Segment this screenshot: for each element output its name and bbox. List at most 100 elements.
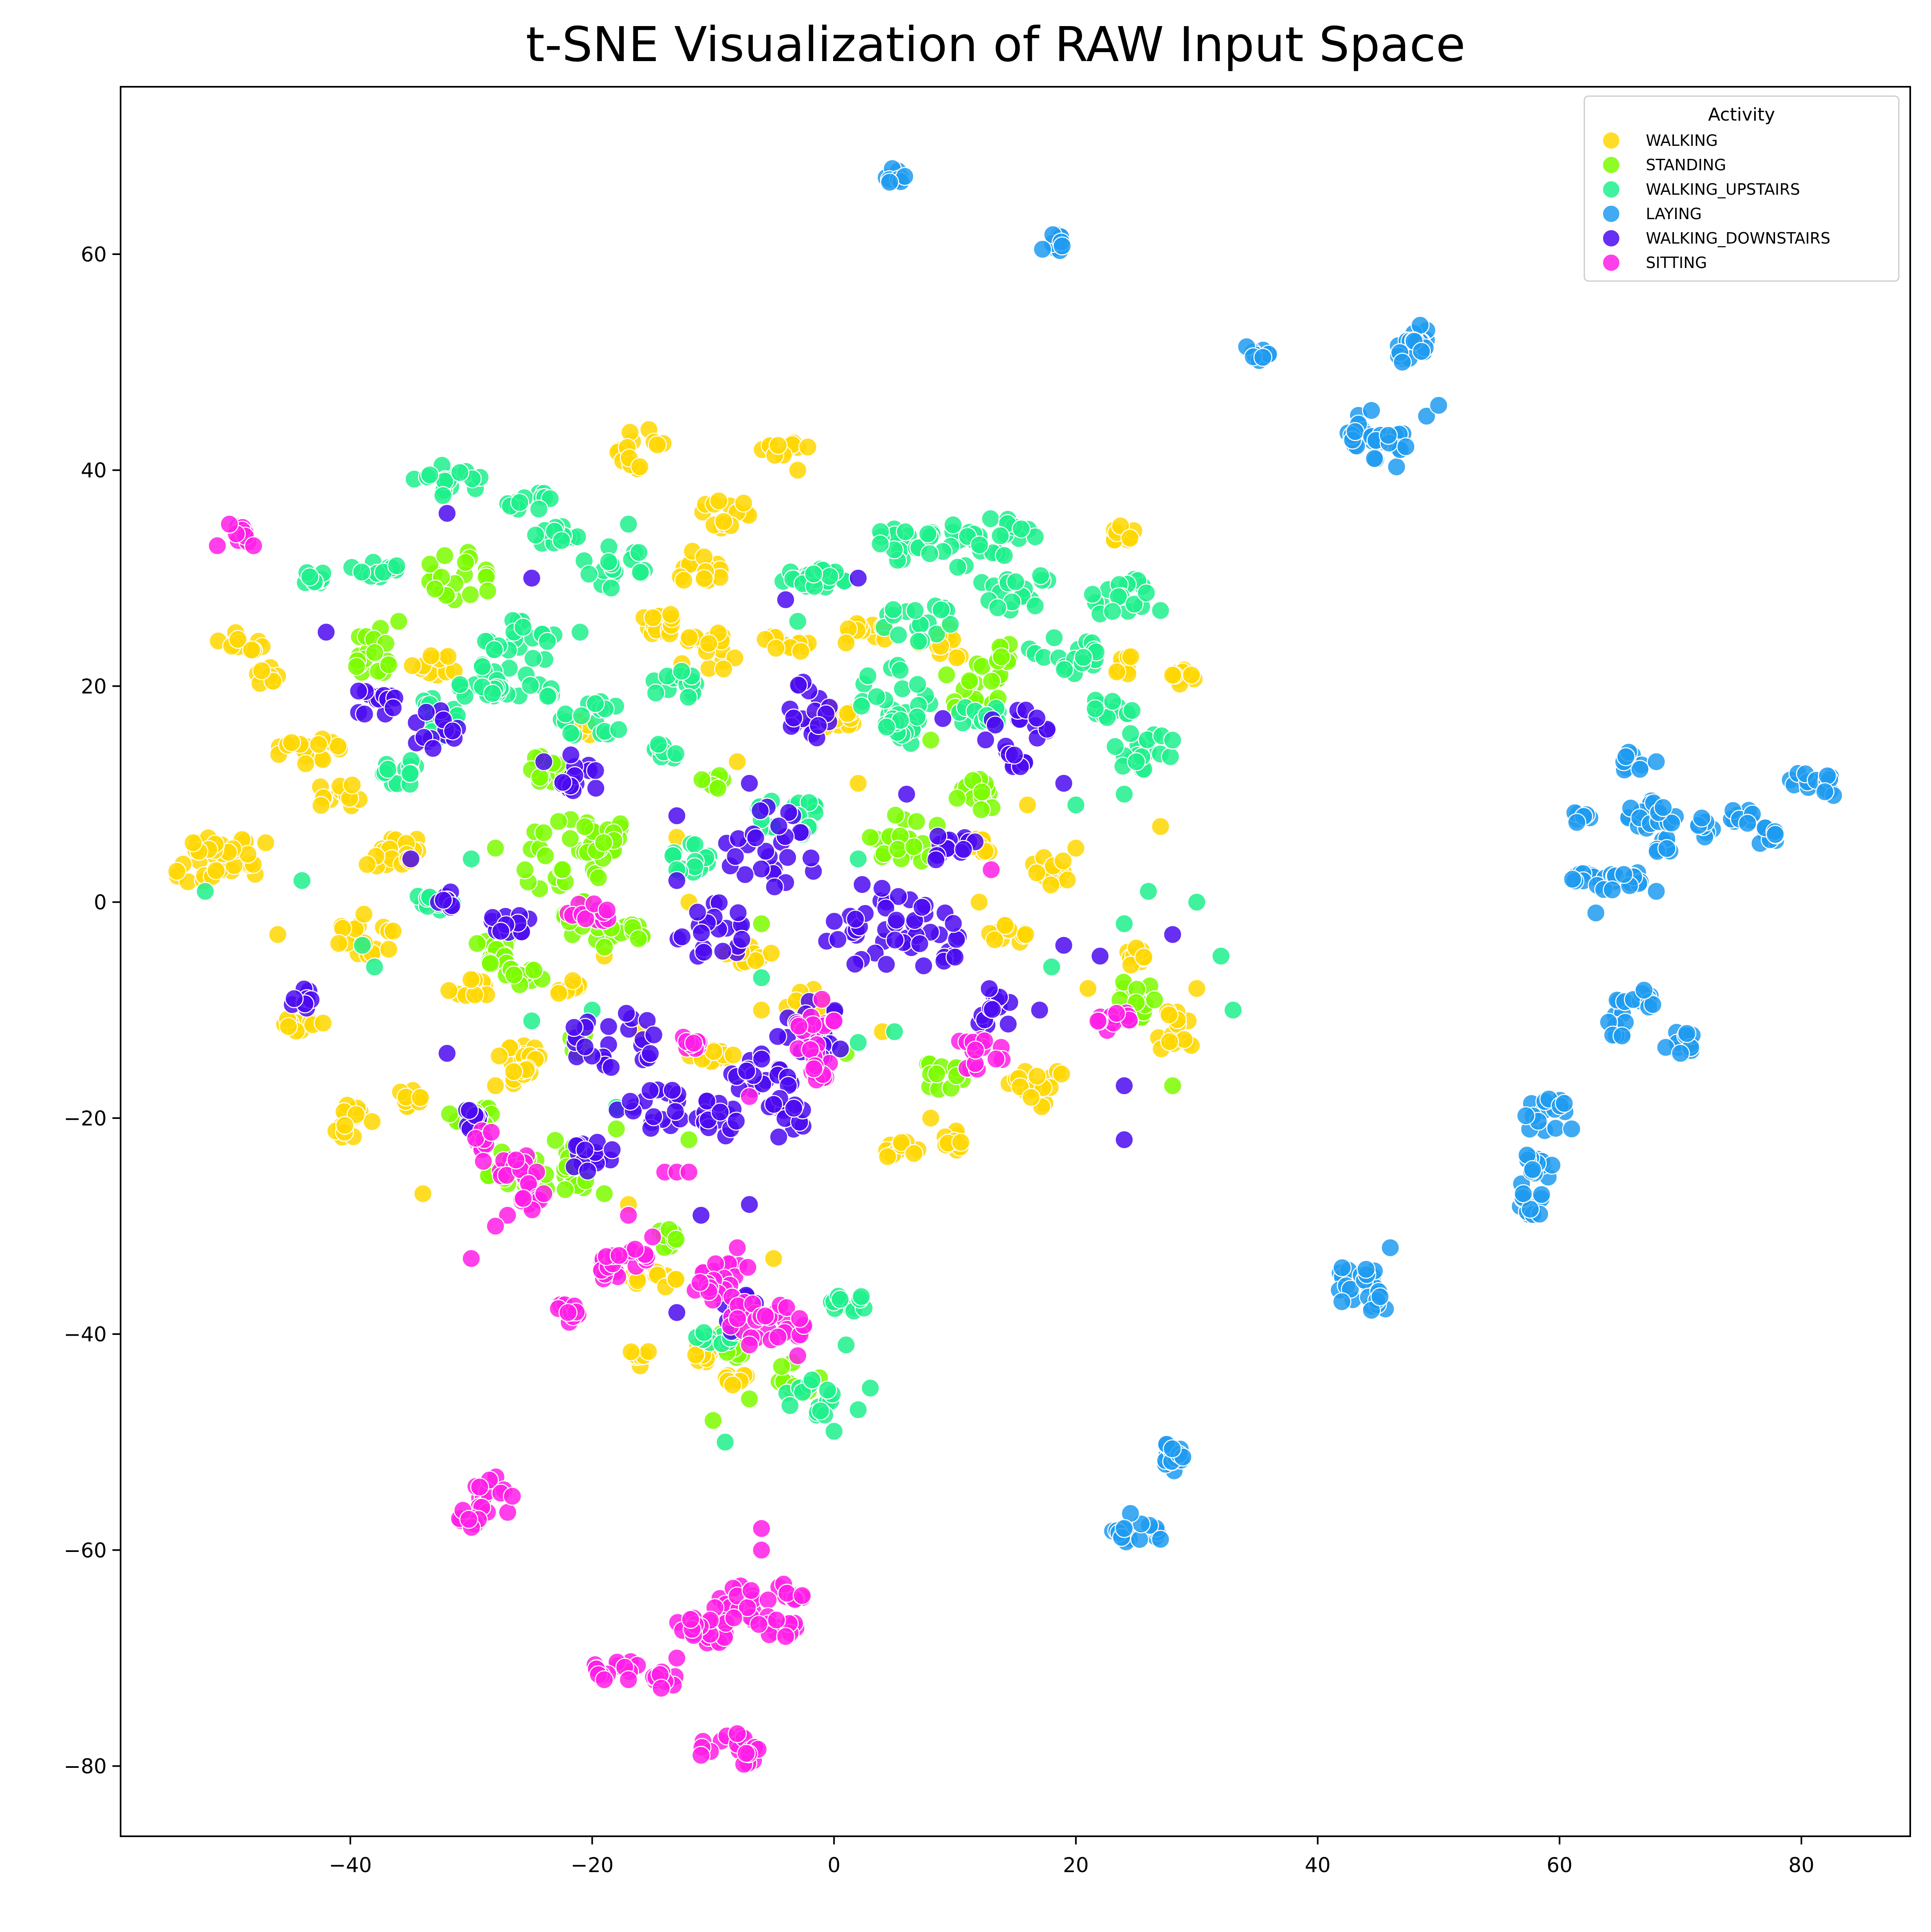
data-point [529,499,548,519]
data-point [1523,1160,1542,1179]
series-walking-upstairs [196,456,1243,1452]
data-point [761,943,781,963]
data-point [1346,422,1365,441]
data-point [726,847,745,866]
data-point [439,981,459,1000]
data-point [972,800,991,819]
data-point [849,1400,868,1420]
data-point [966,1040,985,1060]
data-point [545,1131,565,1150]
data-point [514,1189,533,1208]
data-point [904,1144,924,1163]
data-point [692,770,712,789]
data-point [349,681,368,701]
data-point [889,625,908,645]
data-point [300,567,319,587]
data-point [526,525,545,545]
data-point [941,615,960,634]
data-point [296,754,315,774]
data-point [313,1013,333,1033]
legend-marker [1602,180,1620,198]
data-point [400,764,420,783]
data-point [1662,813,1681,833]
data-point [767,1610,786,1630]
data-point [1161,747,1180,766]
data-point [450,675,470,694]
data-point [1365,449,1384,468]
legend-label: WALKING [1646,132,1718,149]
data-point [1137,583,1156,602]
data-point [1045,628,1064,647]
data-point [876,898,895,918]
data-point [885,1022,904,1042]
data-point [1115,1130,1134,1150]
data-point [470,1477,489,1497]
y-tick-label: −40 [64,1323,107,1346]
data-point [726,1112,746,1131]
data-point [1107,662,1126,681]
data-point [1088,1011,1108,1031]
data-point [329,934,348,953]
data-point [723,1375,742,1395]
data-point [311,796,331,815]
data-point [1163,925,1182,944]
data-point [732,930,752,949]
data-point [861,828,880,847]
data-point [921,730,940,750]
y-tick-label: 60 [81,243,107,266]
data-point [555,1180,575,1199]
data-point [980,979,999,998]
data-point [1163,730,1182,750]
data-point [825,1422,844,1441]
data-point [644,1025,664,1044]
data-point [631,563,650,582]
data-point [694,1323,714,1342]
data-point [849,1033,868,1052]
data-point [906,601,925,620]
data-point [358,855,377,874]
data-point [737,1744,756,1763]
data-point [909,632,928,651]
data-point [776,1627,795,1646]
data-point [467,934,487,953]
data-point [1127,752,1146,771]
data-point [970,892,989,912]
legend-marker [1602,229,1620,247]
data-point [1654,798,1673,817]
data-point [907,708,927,727]
data-point [792,1586,812,1605]
chart-title: t-SNE Visualization of RAW Input Space [526,16,1465,73]
data-point [456,553,475,572]
data-point [1163,1076,1182,1095]
data-point [1120,528,1139,548]
data-point [738,1258,757,1277]
data-point [983,1000,1002,1019]
data-point [752,859,771,879]
data-point [991,526,1010,545]
data-point [538,632,557,651]
data-point [1058,870,1077,890]
data-point [937,665,956,684]
data-point [481,954,500,973]
data-point [556,704,575,724]
data-point [1612,1026,1632,1046]
data-point [740,1195,759,1214]
data-point [563,971,583,990]
data-point [486,1076,505,1095]
data-point [1616,747,1636,766]
data-point [589,868,608,888]
data-point [1052,1064,1071,1084]
data-point [208,536,227,556]
data-point [317,622,336,642]
data-point [769,816,788,836]
data-point [740,774,759,793]
data-point [609,720,628,739]
data-point [619,1206,638,1225]
legend-marker [1602,254,1620,272]
data-point [1054,936,1073,955]
data-point [595,1184,614,1203]
data-point [252,661,271,680]
y-tick-label: −20 [64,1107,107,1130]
data-point [927,1064,946,1084]
